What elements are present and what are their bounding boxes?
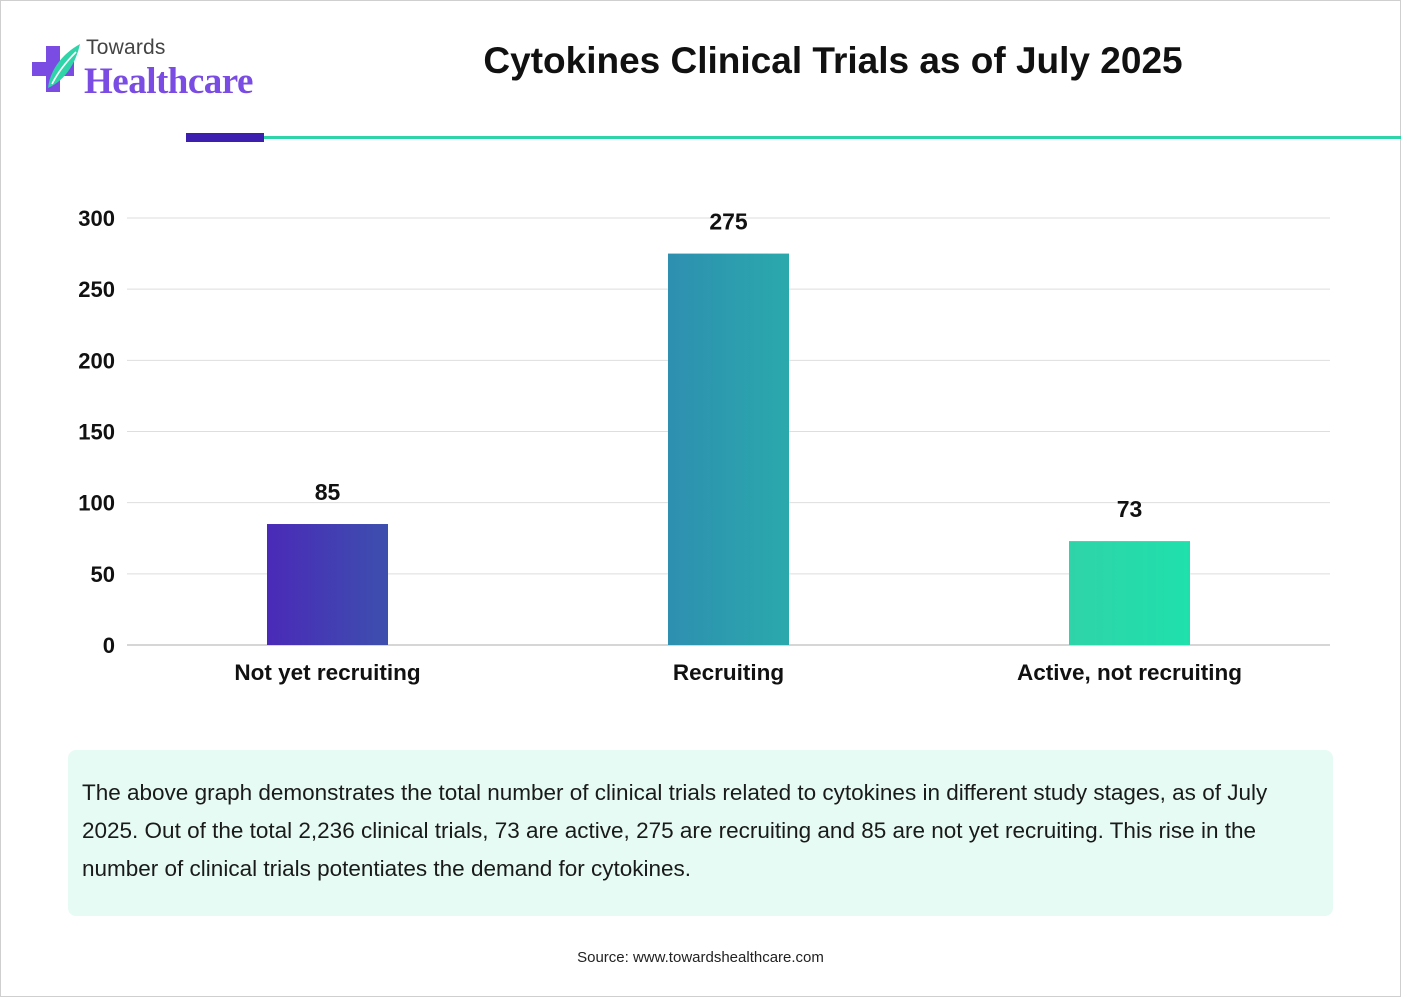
bar-not-yet-recruiting (267, 524, 388, 645)
brand-name-bottom: Healthcare (84, 61, 253, 102)
y-tick-label: 200 (78, 348, 115, 373)
data-label: 73 (1117, 496, 1143, 522)
chart-description: The above graph demonstrates the total n… (68, 750, 1333, 916)
bar-active-not-recruiting (1069, 541, 1190, 645)
x-category-label: Recruiting (673, 660, 784, 685)
brand-name-top: Towards (86, 36, 166, 59)
data-label: 85 (315, 479, 341, 505)
y-tick-label: 150 (78, 420, 115, 445)
chart-title: Cytokines Clinical Trials as of July 202… (483, 40, 1183, 81)
source-citation: Source: www.towardshealthcare.com (577, 949, 824, 966)
data-label: 275 (709, 209, 748, 235)
y-tick-label: 250 (78, 277, 115, 302)
bar-recruiting (668, 253, 789, 646)
bar-chart: 0 50 100 150 200 250 300 85 Not yet recruiting 27… (78, 206, 1330, 685)
title-rule-line (264, 136, 1401, 139)
brand-logo[interactable]: Towards Healthcare (28, 34, 268, 104)
title-rule-accent (186, 133, 264, 142)
medical-cross-icon (32, 44, 80, 92)
x-category-label: Active, not recruiting (1017, 660, 1242, 685)
x-category-label: Not yet recruiting (234, 660, 420, 685)
y-tick-label: 100 (78, 491, 115, 516)
y-tick-label: 50 (91, 562, 115, 587)
y-tick-label: 0 (103, 633, 115, 658)
y-tick-label: 300 (78, 206, 115, 231)
